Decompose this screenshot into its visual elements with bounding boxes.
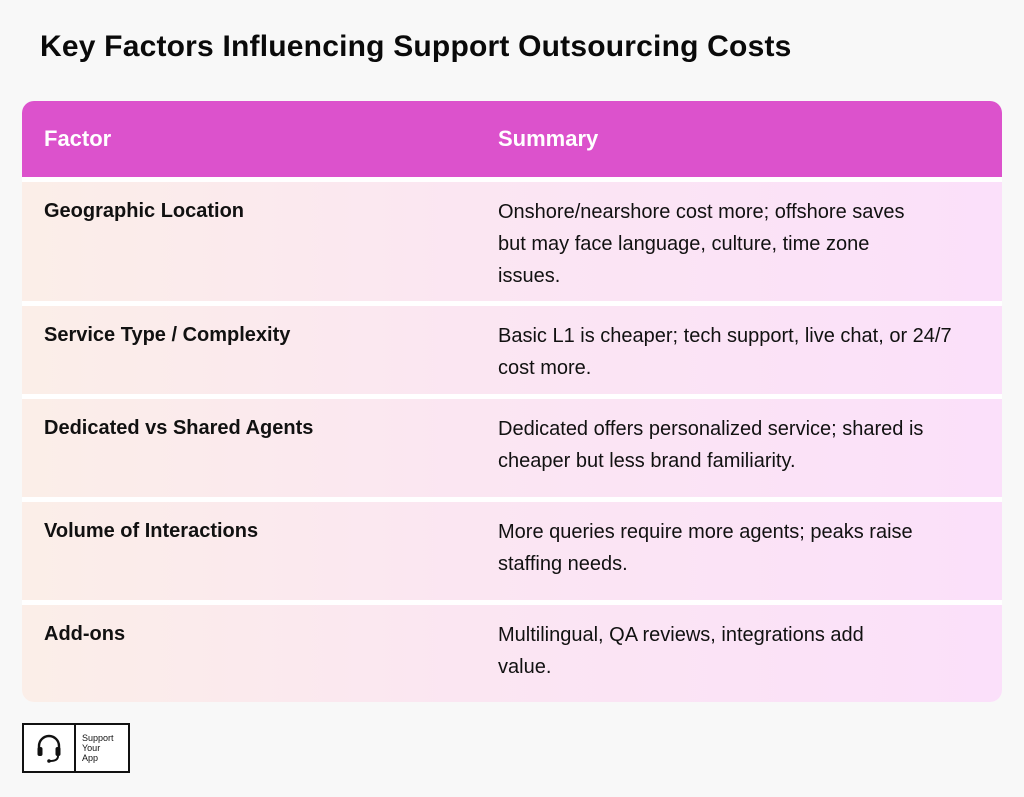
page-title: Key Factors Influencing Support Outsourc… xyxy=(40,30,792,63)
summary-cell: Multilingual, QA reviews, integrations a… xyxy=(498,624,864,678)
factor-cell: Service Type / Complexity xyxy=(44,324,291,346)
table-row: Dedicated vs Shared Agents Dedicated off… xyxy=(22,399,1002,497)
factor-cell: Geographic Location xyxy=(44,200,245,222)
brand-name: Support Your App xyxy=(76,725,114,771)
factors-table: Factor Summary Geographic Location Onsho… xyxy=(22,101,1002,702)
summary-cell: More queries require more agents; peaks … xyxy=(498,521,913,575)
summary-cell: Onshore/nearshore cost more; offshore sa… xyxy=(498,201,905,287)
table-row: Add-ons Multilingual, QA reviews, integr… xyxy=(22,605,1002,702)
header-factor: Factor xyxy=(44,126,112,151)
header-summary: Summary xyxy=(498,126,599,151)
summary-cell: Dedicated offers personalized service; s… xyxy=(498,418,924,472)
brand-logo: Support Your App xyxy=(22,723,130,773)
brand-line-2: Your xyxy=(82,743,101,753)
factor-cell: Add-ons xyxy=(44,623,126,645)
brand-line-1: Support xyxy=(82,733,114,743)
table-header: Factor Summary xyxy=(22,101,1002,177)
factor-cell: Volume of Interactions xyxy=(44,520,259,542)
headset-icon xyxy=(24,725,76,771)
summary-cell: Basic L1 is cheaper; tech support, live … xyxy=(498,325,952,379)
table-row: Volume of Interactions More queries requ… xyxy=(22,502,1002,600)
brand-line-3: App xyxy=(82,753,99,763)
factor-cell: Dedicated vs Shared Agents xyxy=(44,417,314,439)
table-row: Geographic Location Onshore/nearshore co… xyxy=(22,182,1002,301)
table-row: Service Type / Complexity Basic L1 is ch… xyxy=(22,306,1002,394)
